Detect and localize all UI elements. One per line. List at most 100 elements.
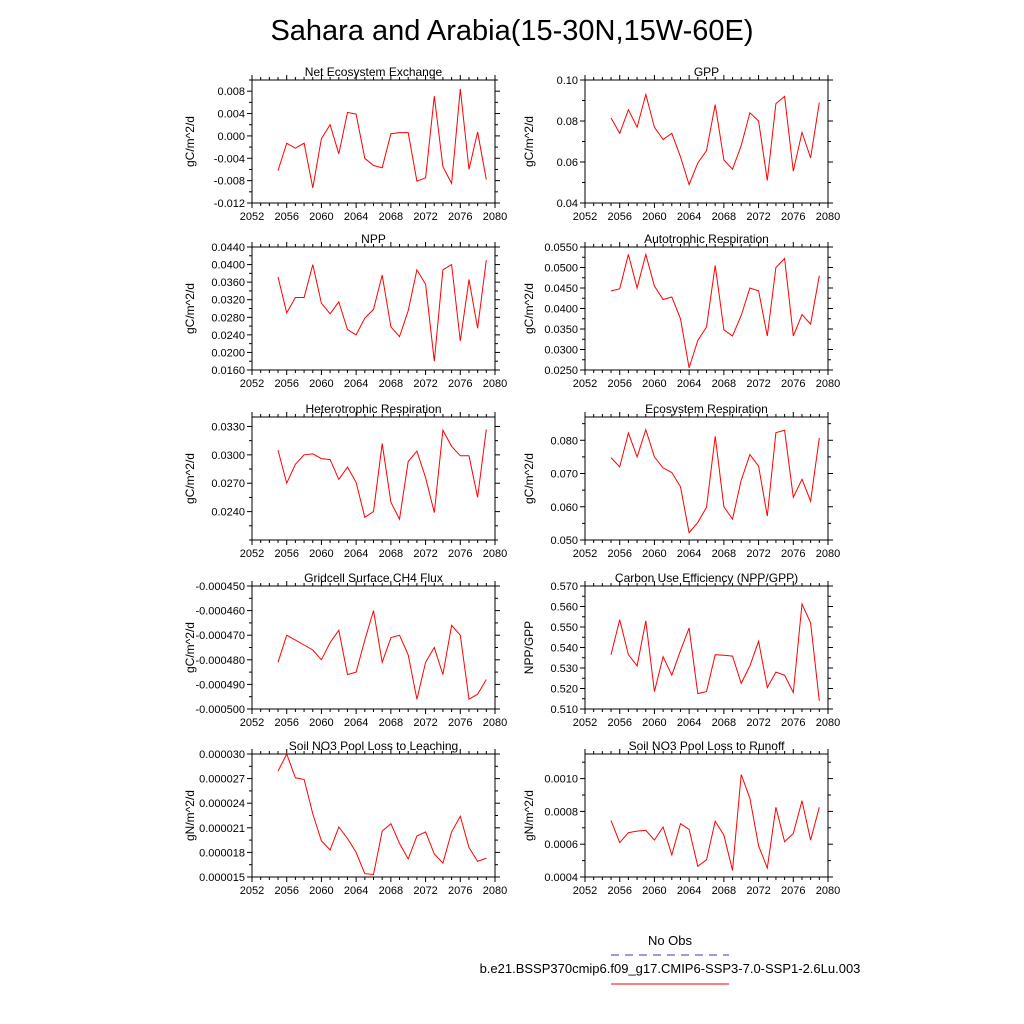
x-tick-label: 2076 (448, 378, 472, 390)
x-tick-label: 2056 (274, 548, 298, 560)
series-line (277, 752, 487, 876)
x-tick-label: 2076 (448, 548, 472, 560)
y-tick-label: 0.000015 (199, 872, 245, 884)
x-tick-label: 2068 (712, 378, 736, 390)
y-tick-label: 0.004 (217, 109, 245, 121)
y-tick-label: 0.06 (557, 157, 578, 169)
y-axis-label: gC/m^2/d (522, 453, 536, 504)
x-tick-label: 2060 (309, 885, 333, 897)
x-tick-label: 2064 (677, 548, 701, 560)
x-tick-label: 2080 (483, 378, 507, 390)
y-tick-label: 0.10 (557, 75, 578, 87)
x-tick-label: 2060 (642, 378, 666, 390)
x-tick-label: 2056 (274, 885, 298, 897)
y-tick-label: 0.0300 (211, 450, 245, 462)
series-line (610, 252, 820, 369)
x-tick-label: 2072 (746, 548, 770, 560)
y-tick-label: 0.000024 (199, 798, 245, 810)
y-tick-label: 0.520 (550, 684, 578, 696)
x-tick-label: 2052 (573, 717, 597, 729)
x-tick-label: 2060 (642, 717, 666, 729)
x-tick-label: 2064 (344, 885, 368, 897)
panel-title: Gridcell Surface CH4 Flux (304, 571, 443, 585)
panel-title: Soil NO3 Pool Loss to Runoff (629, 739, 786, 753)
y-tick-label: 0.080 (550, 435, 578, 447)
x-tick-label: 2052 (573, 885, 597, 897)
series-line (277, 428, 487, 521)
x-tick-label: 2080 (483, 717, 507, 729)
x-tick-label: 2052 (240, 378, 264, 390)
x-tick-label: 2064 (344, 548, 368, 560)
x-tick-label: 2076 (781, 548, 805, 560)
x-tick-label: 2068 (379, 548, 403, 560)
x-tick-label: 2076 (781, 885, 805, 897)
y-tick-label: 0.000027 (199, 774, 245, 786)
x-tick-label: 2064 (344, 211, 368, 223)
x-tick-label: 2064 (677, 211, 701, 223)
x-tick-label: 2056 (607, 548, 631, 560)
series-line (610, 774, 820, 871)
x-tick-label: 2060 (309, 717, 333, 729)
y-tick-label: 0.008 (217, 86, 245, 98)
x-tick-label: 2080 (816, 211, 840, 223)
x-tick-label: 2056 (274, 378, 298, 390)
series-line (277, 260, 487, 362)
y-tick-label: 0.000021 (199, 823, 245, 835)
y-tick-label: 0.0250 (544, 365, 578, 377)
panel-3: NPP 2052 2056 2060 2064 2068 2072 2076 2080 0.016… (183, 232, 507, 390)
x-tick-label: 2056 (607, 717, 631, 729)
y-tick-label: 0.000030 (199, 749, 245, 761)
panel-title: Ecosystem Respiration (645, 402, 768, 416)
panel-title: Carbon Use Efficiency (NPP/GPP) (615, 571, 798, 585)
series-line (277, 610, 487, 701)
y-axis-label: gC/m^2/d (522, 283, 536, 334)
legend-model-label: b.e21.BSSP370cmip6.f09_g17.CMIP6-SSP3-7.… (480, 961, 861, 976)
x-tick-label: 2068 (379, 885, 403, 897)
x-tick-label: 2072 (746, 885, 770, 897)
y-tick-label: 0.570 (550, 581, 578, 593)
y-tick-label: -0.000490 (195, 679, 245, 691)
y-tick-label: 0.0200 (211, 347, 245, 359)
x-tick-label: 2052 (573, 378, 597, 390)
panel-8: Carbon Use Efficiency (NPP/GPP) 2052 2056 2… (522, 571, 840, 729)
y-tick-label: 0.0270 (211, 478, 245, 490)
x-tick-label: 2052 (240, 548, 264, 560)
y-tick-label: 0.08 (557, 116, 578, 128)
x-tick-label: 2080 (483, 548, 507, 560)
y-tick-label: 0.000018 (199, 847, 245, 859)
y-axis-label: gC/m^2/d (183, 453, 197, 504)
panel-2: GPP 2052 2056 2060 2064 2068 2072 2076 2080 0.04 0… (522, 65, 840, 223)
x-tick-label: 2060 (309, 211, 333, 223)
y-tick-label: -0.000460 (195, 606, 245, 618)
y-tick-label: 0.0008 (544, 806, 578, 818)
y-tick-label: 0.0300 (544, 345, 578, 357)
x-tick-label: 2064 (677, 378, 701, 390)
x-tick-label: 2068 (379, 717, 403, 729)
y-tick-label: 0.0280 (211, 312, 245, 324)
x-tick-label: 2072 (413, 885, 437, 897)
panel-title: GPP (694, 65, 719, 79)
x-tick-label: 2076 (448, 717, 472, 729)
y-tick-label: -0.000470 (195, 630, 245, 642)
panel-6: Ecosystem Respiration 2052 2056 2060 2064 206… (522, 402, 840, 560)
y-tick-label: 0.070 (550, 469, 578, 481)
x-tick-label: 2056 (607, 885, 631, 897)
x-tick-label: 2060 (642, 885, 666, 897)
y-tick-label: 0.0350 (544, 324, 578, 336)
x-tick-label: 2072 (413, 548, 437, 560)
series-line (610, 92, 820, 187)
y-axis-label: gN/m^2/d (183, 790, 197, 841)
y-tick-label: 0.0010 (544, 774, 578, 786)
y-tick-label: 0.540 (550, 643, 578, 655)
panel-title: NPP (361, 232, 386, 246)
x-tick-label: 2060 (309, 548, 333, 560)
x-tick-label: 2080 (816, 378, 840, 390)
panel-7: Gridcell Surface CH4 Flux 2052 2056 2060 206… (183, 571, 507, 729)
x-tick-label: 2068 (712, 211, 736, 223)
x-tick-label: 2068 (712, 717, 736, 729)
x-tick-label: 2064 (344, 717, 368, 729)
series-line (277, 88, 487, 188)
panel-title: Autotrophic Respiration (644, 232, 769, 246)
y-tick-label: 0.560 (550, 602, 578, 614)
